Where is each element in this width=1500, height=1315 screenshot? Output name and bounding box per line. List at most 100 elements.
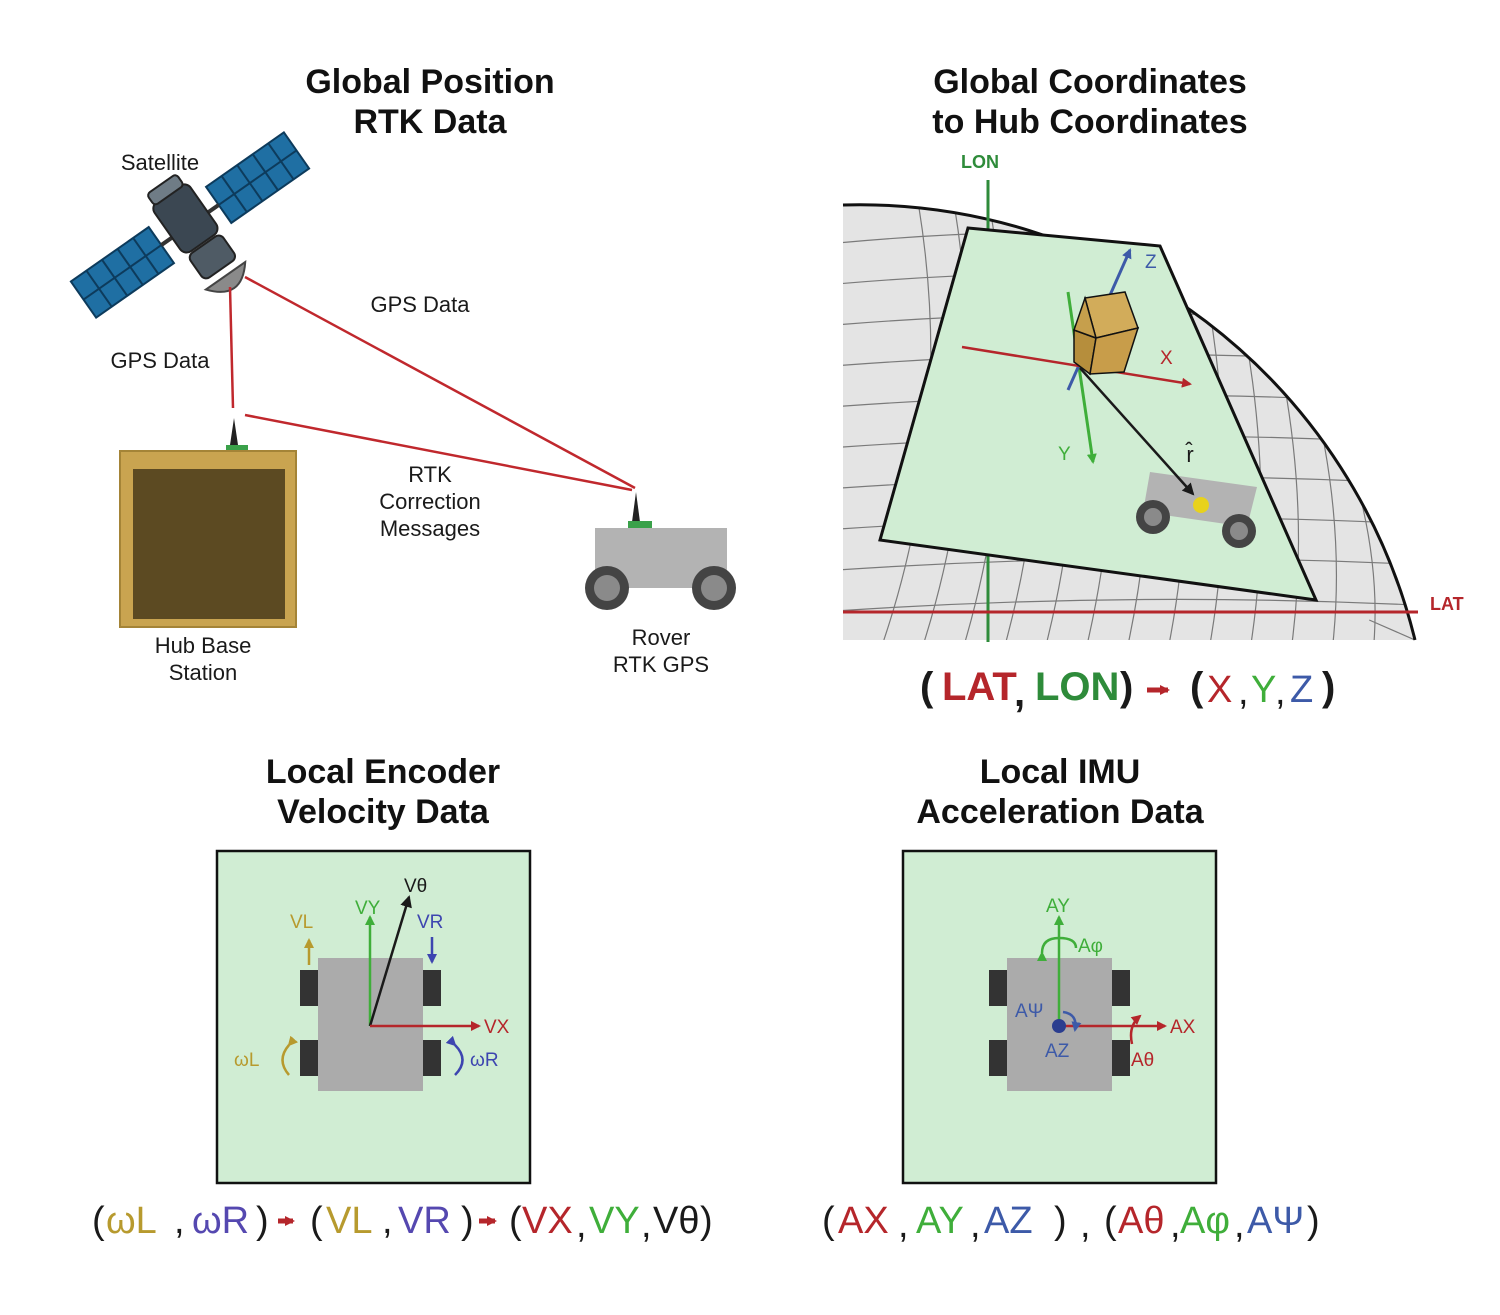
gf-lat: LAT bbox=[942, 665, 1017, 709]
gps-link-rover bbox=[244, 275, 636, 490]
atheta-rotation-arrow bbox=[1129, 1014, 1142, 1045]
globe-formula: ( LAT , LON ) ( X , Y , Z ) bbox=[920, 665, 1335, 715]
ay-label: AY bbox=[1046, 896, 1070, 917]
wl-rotation-arrow bbox=[281, 1035, 299, 1076]
if-close2: ) bbox=[1307, 1200, 1320, 1242]
if-comma4: , bbox=[1234, 1204, 1245, 1246]
if-comma2: , bbox=[970, 1204, 981, 1246]
rtk-panel: Global Position RTK Data Satellite bbox=[69, 63, 736, 685]
lon-axis-label: LON bbox=[961, 152, 999, 172]
apsi-rotation-arrow bbox=[1062, 1010, 1082, 1032]
vtheta-label: Vθ bbox=[404, 876, 427, 897]
globe-parallel bbox=[833, 191, 1201, 203]
ef-vtheta: Vθ bbox=[653, 1200, 699, 1242]
r-vector-arrow bbox=[1079, 367, 1195, 496]
vtheta-arrow bbox=[368, 895, 412, 1027]
rover-icon bbox=[585, 492, 736, 610]
rtk-title-line2: RTK Data bbox=[353, 103, 507, 141]
if-ay: AY bbox=[916, 1200, 964, 1242]
gps-data-label-right: GPS Data bbox=[370, 292, 470, 317]
y-axis-arrow bbox=[1066, 291, 1097, 464]
ef-close3: ) bbox=[700, 1200, 713, 1242]
ef-comma2: , bbox=[382, 1200, 393, 1242]
ef-vx: VX bbox=[522, 1200, 573, 1242]
lat-axis-label: LAT bbox=[1430, 594, 1464, 614]
vy-label: VY bbox=[355, 898, 381, 919]
if-aphi: Aφ bbox=[1180, 1200, 1230, 1242]
rtk-correction-link bbox=[244, 413, 633, 492]
ef-vl: VL bbox=[326, 1200, 372, 1242]
wl-label: ωL bbox=[234, 1050, 259, 1071]
rtk-label-line1: RTK bbox=[408, 462, 452, 487]
satellite-icon bbox=[69, 131, 311, 319]
imu-formula: ( AX , AY , AZ ) , ( Aθ , Aφ , AΨ ) bbox=[822, 1200, 1320, 1246]
wr-label: ωR bbox=[470, 1050, 499, 1071]
gf-comma3: , bbox=[1275, 671, 1286, 713]
r-vector-label: r̂ bbox=[1185, 442, 1194, 467]
if-comma3: , bbox=[1170, 1204, 1181, 1246]
atheta-label: Aθ bbox=[1131, 1050, 1154, 1071]
ef-vr: VR bbox=[398, 1200, 451, 1242]
imu-title-line2: Acceleration Data bbox=[916, 793, 1204, 831]
y-axis-label: Y bbox=[1058, 444, 1071, 465]
if-close1: ) bbox=[1054, 1200, 1067, 1242]
gps-link-hub bbox=[228, 286, 235, 409]
ef-wl: ωL bbox=[106, 1200, 157, 1242]
globe-title-line2: to Hub Coordinates bbox=[932, 103, 1247, 141]
ef-comma1: , bbox=[174, 1200, 185, 1242]
rtk-title-line1: Global Position bbox=[305, 63, 554, 101]
z-axis-label: Z bbox=[1145, 252, 1157, 273]
encoder-formula: ( ωL , ωR ) ( VL , VR ) ( VX , VY , Vθ ) bbox=[92, 1200, 713, 1246]
ef-open2: ( bbox=[310, 1200, 323, 1242]
ef-close1: ) bbox=[256, 1200, 269, 1242]
aphi-rotation-arrow bbox=[1036, 936, 1078, 962]
rtk-label-line2: Correction bbox=[379, 489, 480, 514]
globe-rover-icon bbox=[1136, 472, 1257, 548]
gf-open1: ( bbox=[920, 665, 934, 709]
vx-label: VX bbox=[484, 1017, 510, 1038]
encoder-title-line1: Local Encoder bbox=[266, 753, 500, 791]
ax-label: AX bbox=[1170, 1017, 1196, 1038]
ef-comma4: , bbox=[641, 1204, 652, 1246]
x-axis-label: X bbox=[1160, 348, 1173, 369]
vl-label: VL bbox=[290, 912, 313, 933]
gf-comma1: , bbox=[1014, 671, 1025, 715]
wr-rotation-arrow bbox=[445, 1035, 464, 1076]
hub-label-line2: Station bbox=[169, 660, 238, 685]
az-label: AZ bbox=[1045, 1041, 1070, 1062]
if-apsi: AΨ bbox=[1247, 1200, 1304, 1242]
globe-panel: Global Coordinates to Hub Coordinates LO… bbox=[833, 63, 1464, 715]
satellite-label: Satellite bbox=[121, 150, 199, 175]
hub-box-icon bbox=[1073, 291, 1140, 376]
globe-meridian bbox=[880, 204, 932, 640]
gf-x: X bbox=[1207, 669, 1232, 711]
if-open2: ( bbox=[1104, 1200, 1117, 1242]
if-open1: ( bbox=[822, 1200, 835, 1242]
ef-comma3: , bbox=[576, 1204, 587, 1246]
gf-y: Y bbox=[1251, 669, 1276, 711]
ef-close2: ) bbox=[461, 1200, 474, 1242]
imu-title-line1: Local IMU bbox=[980, 753, 1141, 791]
gf-close1: ) bbox=[1120, 665, 1133, 709]
if-sep: , bbox=[1080, 1204, 1091, 1246]
hub-base-station-icon bbox=[119, 418, 297, 628]
hub-label-line1: Hub Base bbox=[155, 633, 252, 658]
rover-label-line1: Rover bbox=[632, 625, 691, 650]
ef-open3: ( bbox=[509, 1200, 522, 1242]
gps-data-label-left: GPS Data bbox=[110, 348, 210, 373]
az-dot bbox=[1052, 1019, 1066, 1033]
rtk-label-line3: Messages bbox=[380, 516, 480, 541]
gf-close2: ) bbox=[1322, 665, 1335, 709]
encoder-panel: Local Encoder Velocity Data VL VY Vθ VR … bbox=[92, 753, 713, 1246]
globe-parallel bbox=[843, 598, 1415, 612]
gf-z: Z bbox=[1290, 669, 1313, 711]
gf-comma2: , bbox=[1238, 671, 1249, 713]
ef-wr: ωR bbox=[192, 1200, 249, 1242]
gf-open2: ( bbox=[1190, 665, 1204, 709]
globe-title-line1: Global Coordinates bbox=[933, 63, 1247, 101]
vr-label: VR bbox=[417, 912, 443, 933]
ef-vy: VY bbox=[589, 1200, 640, 1242]
ef-open1: ( bbox=[92, 1200, 105, 1242]
if-comma1: , bbox=[898, 1204, 909, 1246]
